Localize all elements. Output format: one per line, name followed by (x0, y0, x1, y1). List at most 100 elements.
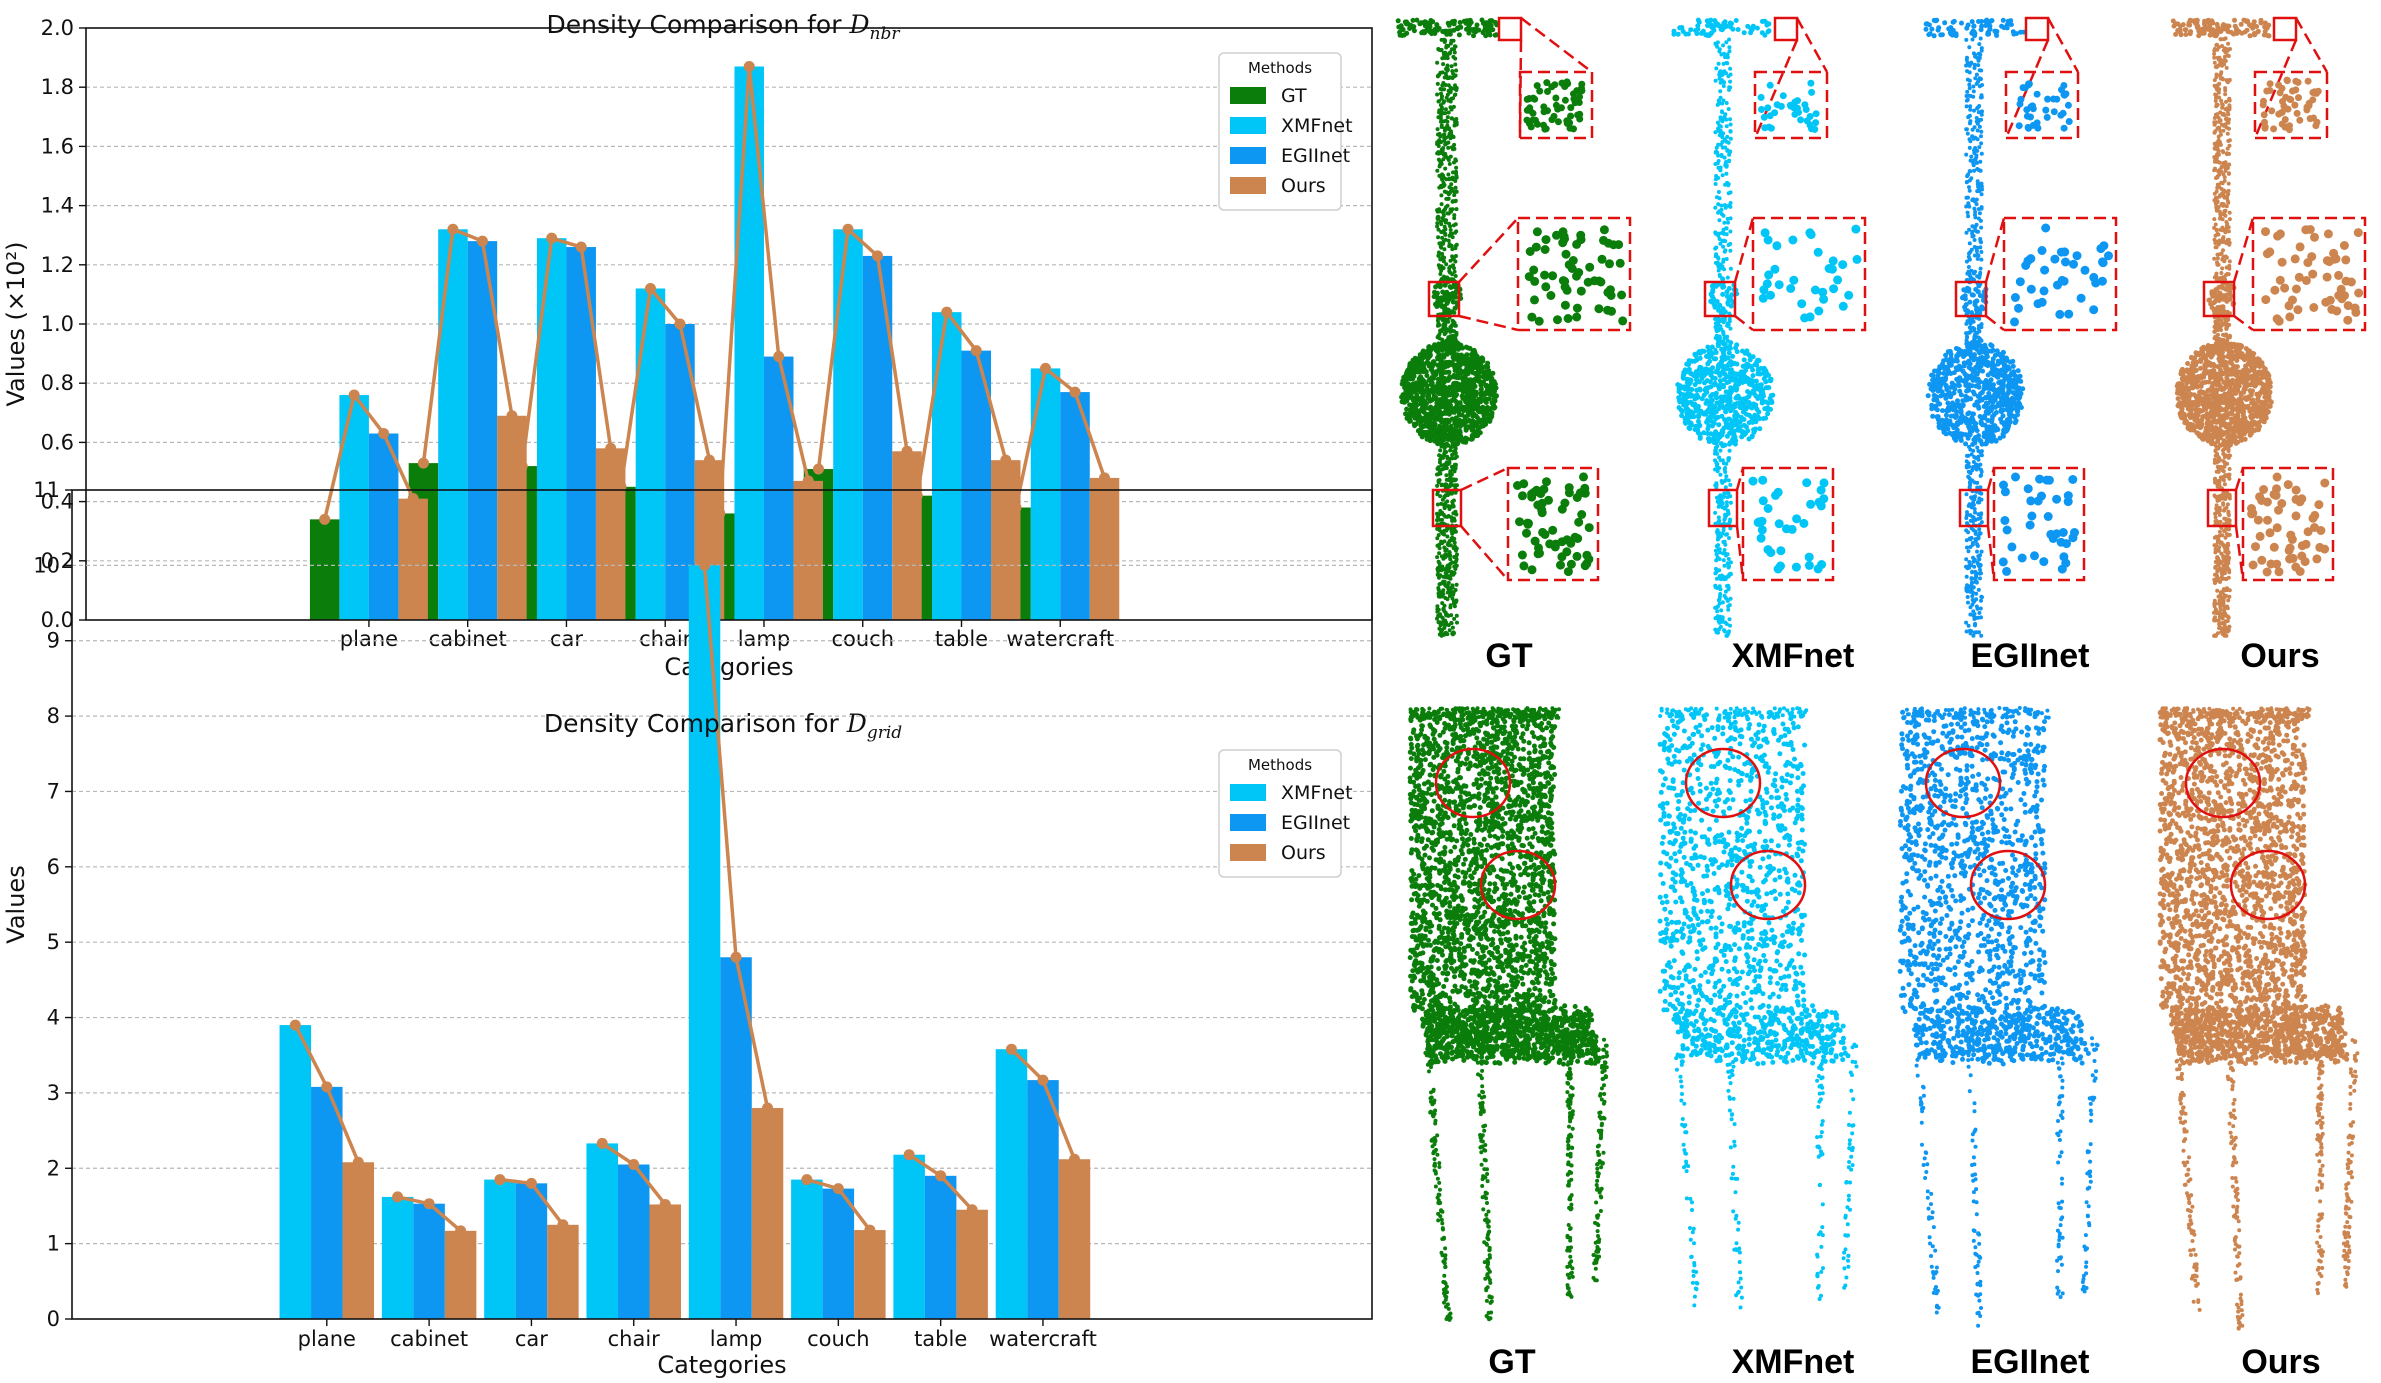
point (1449, 243, 1454, 248)
point (1714, 245, 1719, 250)
point (1442, 327, 1447, 332)
point (1799, 518, 1809, 528)
point (1721, 366, 1727, 372)
point (1802, 478, 1812, 488)
point (1424, 429, 1430, 435)
point (1417, 427, 1423, 433)
point (1695, 371, 1701, 377)
point (1728, 571, 1733, 576)
point (1444, 300, 1450, 306)
point (1473, 405, 1479, 410)
point (1454, 165, 1459, 170)
point (1760, 391, 1766, 397)
point (1789, 275, 1799, 285)
point (1465, 424, 1471, 430)
point (1438, 257, 1443, 262)
trend-point (319, 513, 331, 525)
point (1715, 22, 1721, 28)
point (1965, 174, 1970, 179)
bar-xmfnet-lamp (734, 66, 764, 621)
point (1719, 608, 1724, 613)
point (1714, 66, 1719, 71)
point (1450, 328, 1455, 333)
x-tick-label-chair: chair (608, 1327, 661, 1351)
point (1717, 584, 1722, 589)
point (1426, 22, 1432, 27)
point (1728, 376, 1734, 382)
trend-point (714, 507, 726, 519)
point (1442, 445, 1447, 450)
point (1472, 351, 1478, 357)
point (1455, 373, 1461, 379)
point (1755, 357, 1761, 363)
trend-point (1040, 362, 1052, 374)
lamp-xmfnet (1671, 16, 1867, 638)
point (1439, 47, 1444, 52)
bar-xmfnet-couch (833, 229, 863, 620)
point (1435, 127, 1440, 132)
point (1964, 37, 1969, 42)
point (1975, 121, 1980, 126)
point (1724, 532, 1728, 537)
point (1716, 543, 1721, 548)
point (1558, 227, 1568, 237)
point (1755, 414, 1761, 420)
point (1721, 84, 1726, 88)
point (1719, 153, 1724, 157)
point (1436, 253, 1441, 258)
y-tick-label: 1.4 (41, 194, 74, 218)
x-axis-label: Categories (657, 1351, 786, 1379)
lamp-bulb (1675, 339, 1776, 449)
point (1560, 498, 1570, 508)
y-tick-label: 0.8 (41, 371, 74, 395)
point (1728, 340, 1734, 346)
point (1971, 29, 1977, 35)
point (1931, 33, 1937, 39)
point (1715, 537, 1720, 542)
trend-point (321, 1081, 333, 1093)
point (1715, 337, 1720, 341)
point (1439, 501, 1444, 506)
point (1930, 373, 1936, 378)
point (1774, 519, 1784, 529)
point (1442, 87, 1447, 92)
point (1980, 109, 1984, 114)
point (1714, 369, 1720, 375)
point (1722, 491, 1727, 496)
point (1763, 504, 1773, 513)
point (1726, 220, 1730, 225)
point (1447, 269, 1452, 274)
point (1410, 17, 1416, 23)
point (2005, 18, 2011, 24)
point (1684, 406, 1690, 412)
point (1726, 107, 1731, 111)
point (1544, 107, 1551, 115)
point (1579, 472, 1588, 482)
point (1987, 348, 1993, 354)
point (1513, 481, 1522, 490)
point (1432, 289, 1437, 295)
y-tick-label: 0.2 (41, 549, 74, 573)
point (1718, 168, 1723, 173)
point (1978, 159, 1983, 164)
trend-line-plane (322, 393, 415, 520)
y-tick-label: 0.4 (41, 490, 74, 514)
y-tick-label: 1 (47, 1232, 60, 1256)
point (1688, 420, 1694, 426)
point (1971, 89, 1976, 94)
point (1766, 400, 1771, 406)
point (1946, 389, 1952, 395)
point (1460, 396, 1466, 401)
point (1423, 389, 1429, 395)
point (1713, 445, 1718, 450)
point (1720, 145, 1725, 150)
point (1978, 266, 1983, 271)
point (1438, 494, 1443, 499)
point (1746, 436, 1752, 442)
point (1463, 369, 1469, 375)
point (1417, 21, 1423, 27)
point (1699, 396, 1705, 402)
point (1454, 582, 1459, 587)
bar-xmfnet-watercraft (995, 1049, 1028, 1319)
point (1971, 411, 1976, 417)
